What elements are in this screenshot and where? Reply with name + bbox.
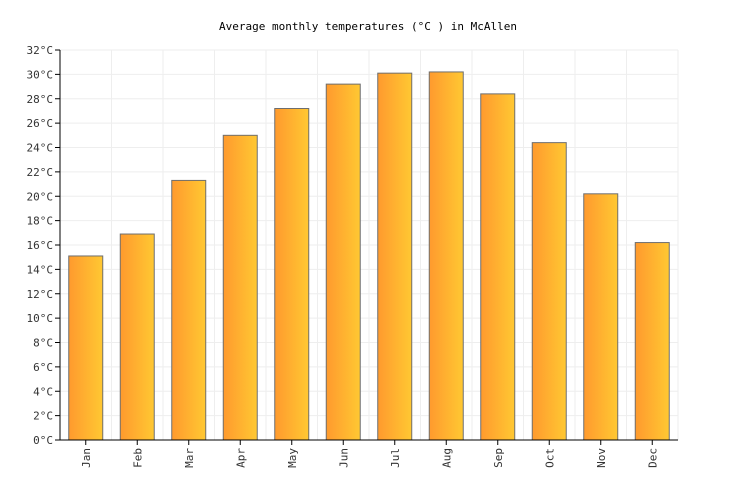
grid-lines [60, 49, 679, 441]
y-tick-label: 6°C [33, 361, 53, 374]
bar-dec [634, 242, 670, 441]
bar-jun [325, 83, 361, 441]
y-tick-label: 18°C [27, 215, 54, 228]
y-tick-label: 32°C [27, 44, 54, 57]
bar-may [274, 108, 310, 441]
y-tick-label: 30°C [27, 68, 54, 81]
bars [68, 71, 670, 441]
bar-mar [171, 179, 207, 441]
x-tick-label: Sep [492, 448, 505, 468]
x-tick-label: Jul [389, 448, 402, 468]
x-tick-label: Mar [183, 448, 196, 468]
bar-aug [428, 71, 464, 441]
chart-title: Average monthly temperatures (°C ) in Mc… [219, 20, 517, 33]
y-tick-label: 4°C [33, 385, 53, 398]
bar-apr [222, 134, 258, 441]
y-tick-label: 0°C [33, 434, 53, 447]
y-tick-label: 24°C [27, 142, 54, 155]
y-tick-label: 16°C [27, 239, 54, 252]
x-tick-label: Jan [80, 448, 93, 468]
x-tick-label: Oct [543, 448, 556, 468]
x-tick-label: May [286, 448, 299, 468]
y-tick-label: 28°C [27, 93, 54, 106]
x-tick-label: Jun [337, 448, 350, 468]
y-tick-label: 26°C [27, 117, 54, 130]
x-tick-label: Feb [131, 448, 144, 468]
bar-oct [531, 142, 567, 441]
x-tick-label: Nov [595, 448, 608, 468]
y-tick-label: 20°C [27, 190, 54, 203]
y-tick-label: 2°C [33, 410, 53, 423]
x-tick-label: Apr [234, 448, 247, 468]
bar-sep [480, 93, 516, 441]
y-tick-label: 22°C [27, 166, 54, 179]
bar-jan [68, 255, 104, 441]
y-axis-ticks: 0°C 2°C 4°C 6°C 8°C 10°C 12°C 14°C 16°C 18°C 20°C 2… [27, 44, 60, 447]
y-tick-label: 14°C [27, 263, 54, 276]
axes [59, 50, 678, 441]
x-axis-ticks: Jan Feb Mar Apr May Jun Jul Aug Sep Oct Nov Dec [80, 440, 659, 468]
bar-nov [583, 193, 619, 441]
y-tick-label: 10°C [27, 312, 54, 325]
y-tick-label: 12°C [27, 288, 54, 301]
bar-feb [119, 233, 155, 441]
bar-jul [377, 72, 413, 441]
x-tick-label: Aug [440, 448, 453, 468]
y-tick-label: 8°C [33, 337, 53, 350]
x-tick-label: Dec [646, 448, 659, 468]
